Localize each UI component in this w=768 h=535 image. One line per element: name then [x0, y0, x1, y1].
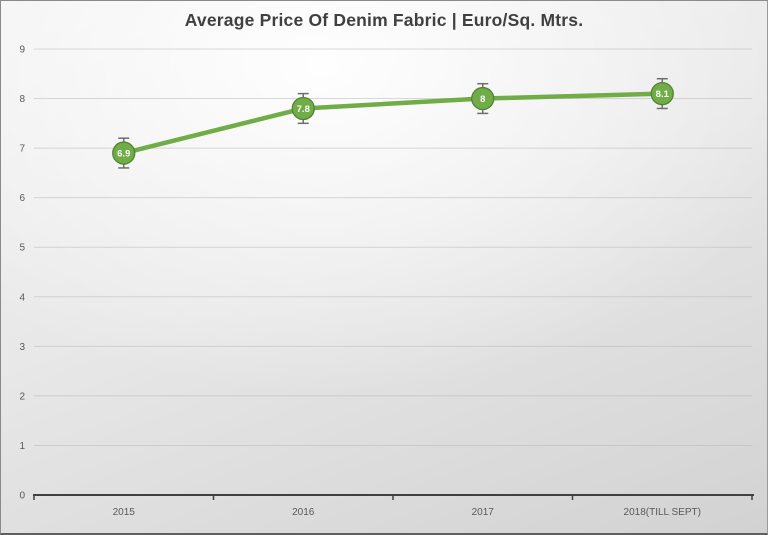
- data-point-marker: [650, 81, 674, 106]
- y-axis-tick-label: 7: [19, 144, 25, 155]
- data-point-label: 8.1: [656, 89, 670, 100]
- y-axis-tick-label: 4: [19, 292, 25, 303]
- y-axis-tick-label: 0: [19, 491, 25, 502]
- data-point-marker: [471, 86, 495, 111]
- y-axis-tick-label: 8: [19, 94, 25, 105]
- y-axis-tick-label: 2: [19, 391, 25, 402]
- y-axis-tick-label: 9: [19, 45, 25, 56]
- data-point-label: 7.8: [297, 104, 310, 115]
- y-axis-tick-label: 5: [19, 243, 25, 254]
- x-axis-tick-label: 2016: [292, 507, 315, 518]
- x-axis-tick-label: 2017: [472, 507, 495, 518]
- data-point-label: 8: [480, 94, 485, 105]
- y-axis-tick-label: 1: [19, 441, 25, 452]
- y-axis-tick-label: 3: [19, 342, 25, 353]
- data-point-marker: [112, 141, 136, 165]
- y-axis-tick-label: 6: [19, 193, 25, 204]
- data-point-label: 6.9: [117, 149, 130, 160]
- data-point-marker: [291, 96, 315, 121]
- x-axis-tick-label: 2015: [113, 507, 136, 518]
- chart-title: Average Price Of Denim Fabric | Euro/Sq.…: [184, 10, 584, 30]
- x-axis-tick-label: 2018(TILL SEPT): [624, 507, 701, 518]
- series-line: [121, 91, 665, 156]
